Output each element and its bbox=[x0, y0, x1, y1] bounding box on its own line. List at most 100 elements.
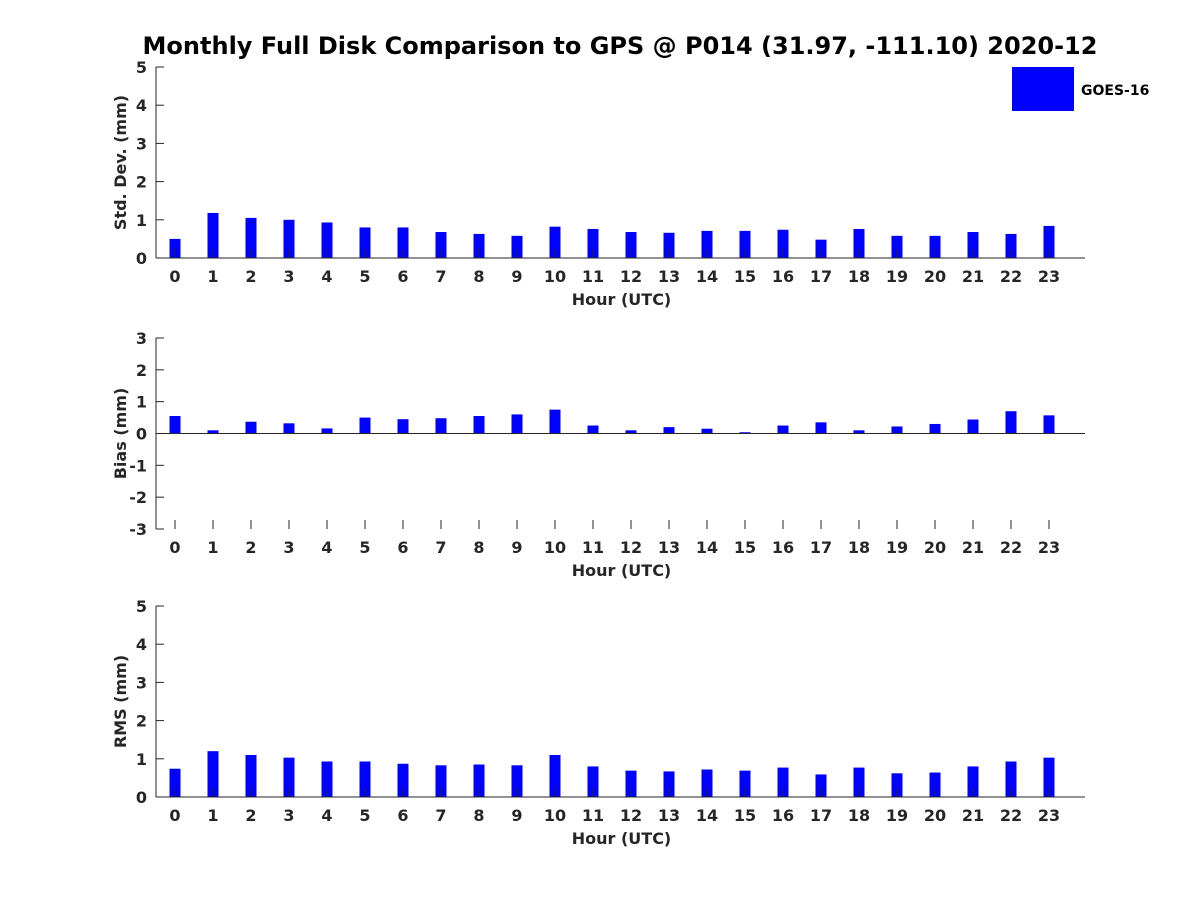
x-tick-label: 17 bbox=[810, 806, 832, 825]
bar-bias-hour-0 bbox=[169, 415, 181, 434]
y-tick-label: -2 bbox=[129, 488, 147, 507]
x-tick-label: 19 bbox=[886, 267, 908, 286]
x-tick-label: 7 bbox=[435, 267, 446, 286]
bar-rms-hour-14 bbox=[701, 769, 713, 797]
x-tick-label: 1 bbox=[207, 806, 218, 825]
x-tick-label: 8 bbox=[473, 806, 484, 825]
x-tick-label: 5 bbox=[359, 538, 370, 557]
x-tick-label: 20 bbox=[924, 267, 946, 286]
x-tick-label: 23 bbox=[1038, 267, 1060, 286]
x-tick-label: 20 bbox=[924, 806, 946, 825]
bar-std-dev-hour-14 bbox=[701, 230, 713, 258]
bar-rms-hour-6 bbox=[397, 763, 409, 797]
x-tick-label: 1 bbox=[207, 267, 218, 286]
x-tick-label: 15 bbox=[734, 538, 756, 557]
bar-std-dev-hour-12 bbox=[625, 232, 637, 258]
y-axis-label: Std. Dev. (mm) bbox=[111, 95, 130, 230]
bar-std-dev-hour-9 bbox=[511, 235, 523, 258]
bar-bias-hour-23 bbox=[1043, 415, 1055, 434]
bar-rms-hour-8 bbox=[473, 764, 485, 797]
bar-bias-hour-19 bbox=[891, 426, 903, 434]
bar-rms-hour-4 bbox=[321, 761, 333, 797]
x-tick-label: 12 bbox=[620, 538, 642, 557]
bar-rms-hour-22 bbox=[1005, 761, 1017, 797]
x-tick-label: 17 bbox=[810, 267, 832, 286]
bar-std-dev-hour-4 bbox=[321, 222, 333, 258]
bar-std-dev-hour-10 bbox=[549, 226, 561, 258]
x-tick-label: 14 bbox=[696, 538, 718, 557]
bar-std-dev-hour-16 bbox=[777, 229, 789, 258]
x-tick-label: 13 bbox=[658, 806, 680, 825]
x-tick-label: 13 bbox=[658, 538, 680, 557]
bar-std-dev-hour-22 bbox=[1005, 233, 1017, 258]
bar-std-dev-hour-19 bbox=[891, 235, 903, 258]
bar-bias-hour-21 bbox=[967, 419, 979, 434]
bar-bias-hour-2 bbox=[245, 421, 257, 434]
y-tick-label: 0 bbox=[136, 425, 147, 444]
x-tick-label: 11 bbox=[582, 806, 604, 825]
x-tick-label: 14 bbox=[696, 267, 718, 286]
legend: GOES-16 bbox=[1012, 67, 1149, 111]
x-tick-label: 18 bbox=[848, 806, 870, 825]
y-axis-label: Bias (mm) bbox=[111, 388, 130, 480]
x-tick-label: 22 bbox=[1000, 806, 1022, 825]
bar-bias-hour-16 bbox=[777, 425, 789, 434]
bar-std-dev-hour-21 bbox=[967, 232, 979, 258]
bar-bias-hour-1 bbox=[207, 430, 219, 434]
x-tick-label: 3 bbox=[283, 538, 294, 557]
bar-bias-hour-8 bbox=[473, 415, 485, 434]
x-tick-label: 18 bbox=[848, 267, 870, 286]
x-tick-label: 4 bbox=[321, 267, 332, 286]
y-tick-label: 4 bbox=[136, 635, 147, 654]
bar-std-dev-hour-17 bbox=[815, 239, 827, 258]
bar-std-dev-hour-0 bbox=[169, 238, 181, 258]
x-tick-label: 9 bbox=[511, 806, 522, 825]
x-tick-label: 19 bbox=[886, 538, 908, 557]
bar-rms-hour-3 bbox=[283, 757, 295, 797]
bar-rms-hour-7 bbox=[435, 765, 447, 797]
x-tick-label: 8 bbox=[473, 538, 484, 557]
x-tick-label: 22 bbox=[1000, 538, 1022, 557]
x-tick-label: 5 bbox=[359, 267, 370, 286]
x-tick-label: 5 bbox=[359, 806, 370, 825]
y-tick-label: 3 bbox=[136, 329, 147, 348]
x-tick-label: 6 bbox=[397, 267, 408, 286]
x-tick-label: 11 bbox=[582, 267, 604, 286]
x-tick-label: 3 bbox=[283, 267, 294, 286]
legend-swatch-goes-16 bbox=[1012, 67, 1074, 111]
x-tick-label: 6 bbox=[397, 806, 408, 825]
bar-rms-hour-15 bbox=[739, 770, 751, 797]
x-tick-label: 2 bbox=[245, 267, 256, 286]
bar-rms-hour-17 bbox=[815, 774, 827, 797]
y-tick-label: 5 bbox=[136, 597, 147, 616]
x-tick-label: 4 bbox=[321, 538, 332, 557]
x-tick-label: 15 bbox=[734, 806, 756, 825]
x-tick-label: 20 bbox=[924, 538, 946, 557]
y-tick-label: 2 bbox=[136, 173, 147, 192]
x-tick-label: 12 bbox=[620, 267, 642, 286]
bar-bias-hour-6 bbox=[397, 419, 409, 434]
bar-bias-hour-10 bbox=[549, 409, 561, 434]
y-tick-label: 2 bbox=[136, 361, 147, 380]
bar-rms-hour-16 bbox=[777, 767, 789, 797]
y-tick-label: 4 bbox=[136, 96, 147, 115]
x-axis-label: Hour (UTC) bbox=[572, 561, 672, 580]
x-tick-label: 12 bbox=[620, 806, 642, 825]
bar-rms-hour-21 bbox=[967, 766, 979, 797]
y-tick-label: 2 bbox=[136, 712, 147, 731]
bar-rms-hour-20 bbox=[929, 772, 941, 797]
x-tick-label: 21 bbox=[962, 806, 984, 825]
y-tick-label: 0 bbox=[136, 249, 147, 268]
y-tick-label: 1 bbox=[136, 393, 147, 412]
x-tick-label: 0 bbox=[169, 267, 180, 286]
bar-bias-hour-3 bbox=[283, 423, 295, 434]
bar-std-dev-hour-8 bbox=[473, 233, 485, 258]
bar-bias-hour-22 bbox=[1005, 411, 1017, 434]
x-tick-label: 3 bbox=[283, 806, 294, 825]
bar-rms-hour-2 bbox=[245, 754, 257, 797]
bar-rms-hour-9 bbox=[511, 765, 523, 797]
x-tick-label: 19 bbox=[886, 806, 908, 825]
